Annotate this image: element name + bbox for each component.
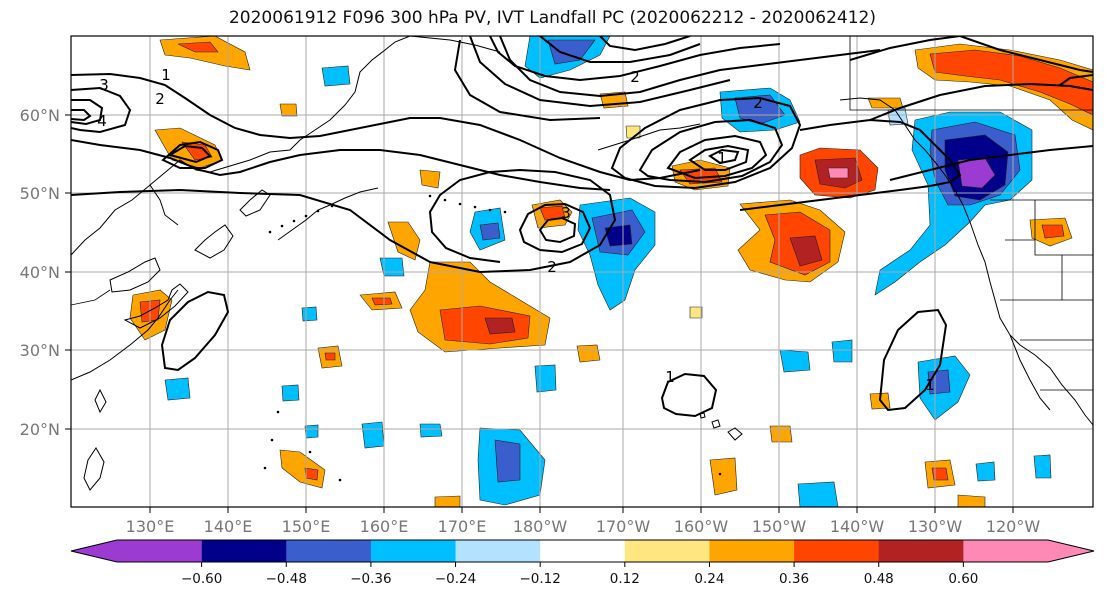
contour-label: 1 [925, 376, 935, 394]
lon-label: 140°E [204, 517, 253, 536]
colorbar-swatch [201, 540, 287, 562]
colorbar-swatch [878, 540, 964, 562]
colorbar-tick-label: −0.36 [350, 571, 391, 587]
lon-label: 170°E [438, 517, 487, 536]
contour-label: 3 [99, 76, 109, 94]
contour-label: 3 [561, 204, 571, 222]
lon-label: 160°E [360, 517, 409, 536]
contour-label: 4 [97, 112, 107, 130]
contour-label: 1 [161, 66, 171, 84]
colorbar-tick-label: 0.24 [694, 571, 724, 587]
colorbar-tick-label: −0.48 [266, 571, 307, 587]
colorbar-swatch [71, 540, 202, 562]
lon-label: 120°W [986, 517, 1041, 536]
colorbar-tick-labels: −0.60 −0.48 −0.36 −0.24 −0.12 0.12 0.24 0.36 0.4… [181, 562, 978, 587]
lat-label: 30°N [20, 341, 60, 360]
lat-label: 60°N [20, 106, 60, 125]
lon-label: 180°W [513, 517, 568, 536]
colorbar-swatch [794, 540, 880, 562]
graticule [71, 36, 1093, 507]
colorbar-tick-label: 0.36 [779, 571, 809, 587]
figure-title: 2020061912 F096 300 hPa PV, IVT Landfall… [228, 8, 876, 28]
map-area: 3 4 1 2 2 3 2 1 1 2 1 [71, 36, 1093, 507]
colorbar-tick-label: −0.24 [435, 571, 476, 587]
contour-label: 1 [717, 149, 727, 167]
lat-label: 40°N [20, 263, 60, 282]
colorbar-tick-label: 0.60 [948, 571, 978, 587]
colorbar-tick-label: −0.60 [181, 571, 222, 587]
contour-label: 2 [630, 68, 640, 86]
lon-label: 140°W [830, 517, 885, 536]
positive-anomaly-fields [129, 36, 1093, 507]
colorbar-swatch [963, 540, 1094, 562]
lon-label: 160°W [674, 517, 729, 536]
colorbar-tick-label: 0.12 [610, 571, 640, 587]
contour-lines [71, 36, 1093, 418]
colorbar-swatch [370, 540, 457, 562]
contour-label: 2 [155, 90, 165, 108]
colorbar-swatch [540, 540, 626, 562]
lon-label: 130°E [126, 517, 175, 536]
lon-label: 150°E [282, 517, 331, 536]
lat-label: 20°N [20, 420, 60, 439]
colorbar-swatch [286, 540, 372, 562]
island-dots [263, 194, 722, 482]
lon-label: 150°W [752, 517, 807, 536]
latitude-labels: 60°N 50°N 40°N 30°N 20°N [20, 106, 60, 439]
contour-labels: 3 4 1 2 2 3 2 1 1 2 1 [97, 66, 935, 394]
lon-label: 130°W [908, 517, 963, 536]
colorbar-tick-label: −0.12 [519, 571, 560, 587]
contour-label: 2 [547, 258, 557, 276]
contour-label: 1 [665, 368, 675, 386]
colorbar [70, 539, 1095, 563]
lat-label: 50°N [20, 184, 60, 203]
colorbar-swatch [709, 540, 795, 562]
colorbar-swatch [455, 540, 541, 562]
lon-label: 170°W [596, 517, 651, 536]
contour-label: 2 [753, 94, 763, 112]
tick-marks [65, 114, 1014, 513]
colorbar-tick-label: 0.48 [864, 571, 894, 587]
colorbar-swatch [624, 540, 710, 562]
political-boundaries [71, 36, 1093, 391]
longitude-labels: 130°E 140°E 150°E 160°E 170°E 180°W 170°… [126, 517, 1041, 536]
colorbar-outline [70, 539, 1095, 563]
